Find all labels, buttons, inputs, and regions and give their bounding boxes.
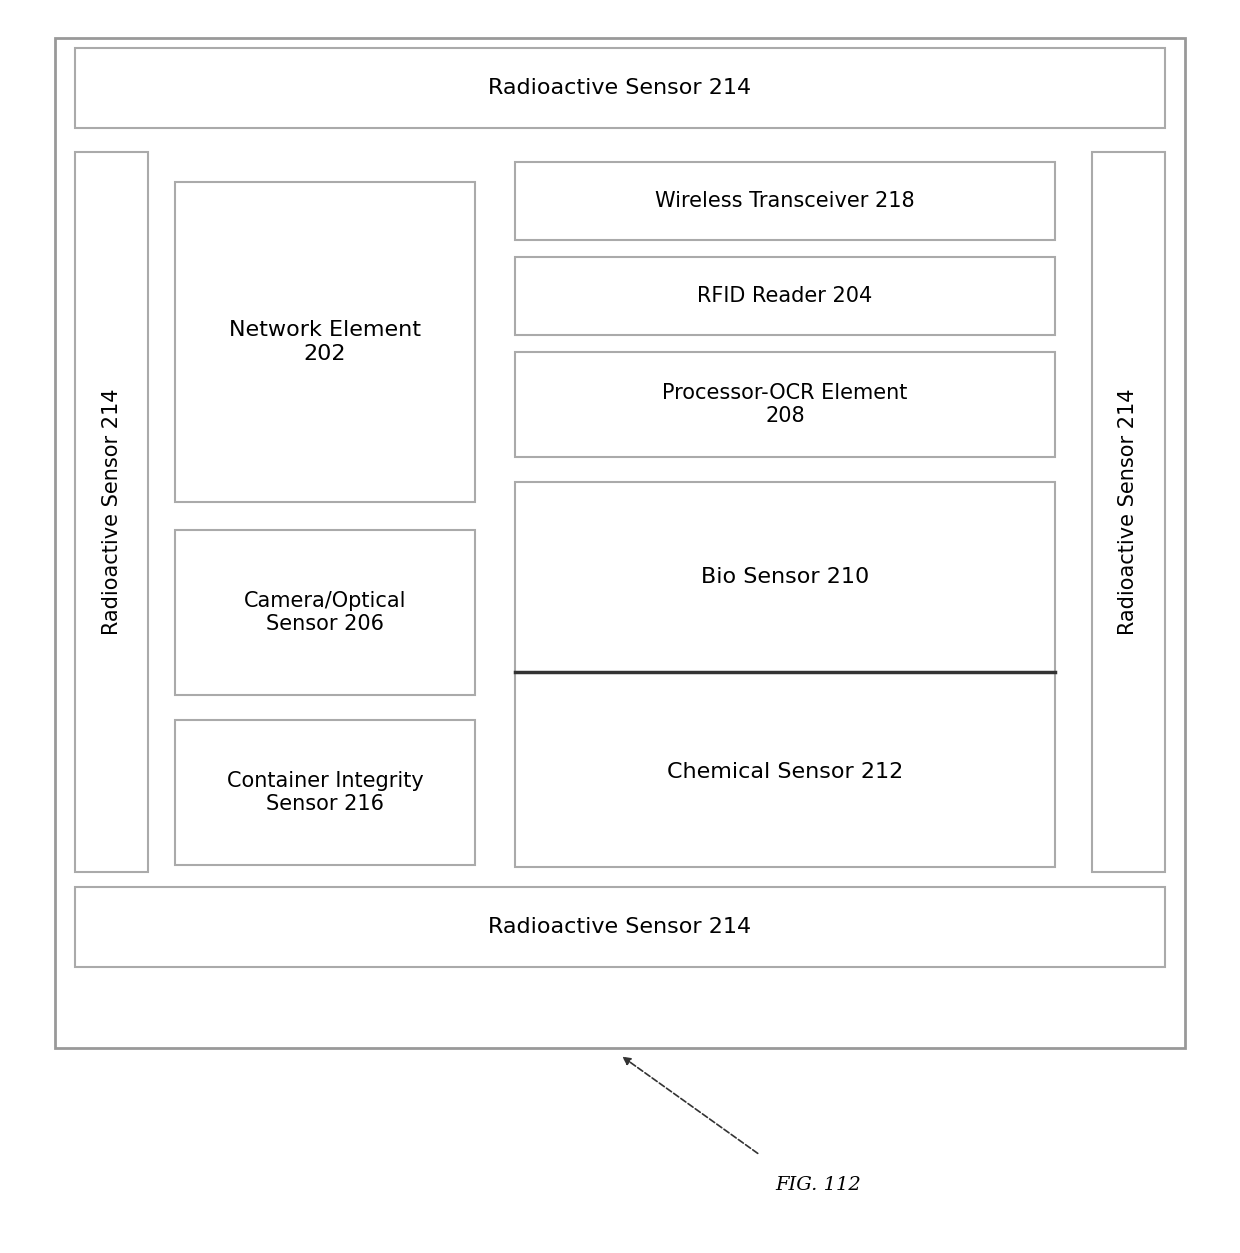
Bar xyxy=(175,530,475,695)
Bar xyxy=(74,48,1166,128)
Bar xyxy=(515,482,1055,867)
Text: Radioactive Sensor 214: Radioactive Sensor 214 xyxy=(489,78,751,98)
Bar xyxy=(515,257,1055,335)
Text: RFID Reader 204: RFID Reader 204 xyxy=(697,286,873,306)
Text: Bio Sensor 210: Bio Sensor 210 xyxy=(701,568,869,586)
Text: Chemical Sensor 212: Chemical Sensor 212 xyxy=(667,762,903,782)
Text: Network Element
202: Network Element 202 xyxy=(229,321,422,363)
Text: Wireless Transceiver 218: Wireless Transceiver 218 xyxy=(655,190,915,211)
Text: Radioactive Sensor 214: Radioactive Sensor 214 xyxy=(489,917,751,937)
Text: Camera/Optical
Sensor 206: Camera/Optical Sensor 206 xyxy=(244,591,407,634)
Text: Container Integrity
Sensor 216: Container Integrity Sensor 216 xyxy=(227,771,423,814)
Bar xyxy=(55,38,1185,1048)
Text: FIG. 112: FIG. 112 xyxy=(775,1177,861,1194)
Bar xyxy=(74,887,1166,967)
Bar xyxy=(175,182,475,502)
Bar xyxy=(175,720,475,865)
Text: Radioactive Sensor 214: Radioactive Sensor 214 xyxy=(102,388,122,635)
Text: Processor-OCR Element
208: Processor-OCR Element 208 xyxy=(662,383,908,426)
Bar xyxy=(74,152,148,872)
Bar xyxy=(515,352,1055,457)
Bar xyxy=(1092,152,1166,872)
Bar xyxy=(515,162,1055,241)
Text: Radioactive Sensor 214: Radioactive Sensor 214 xyxy=(1118,388,1138,635)
